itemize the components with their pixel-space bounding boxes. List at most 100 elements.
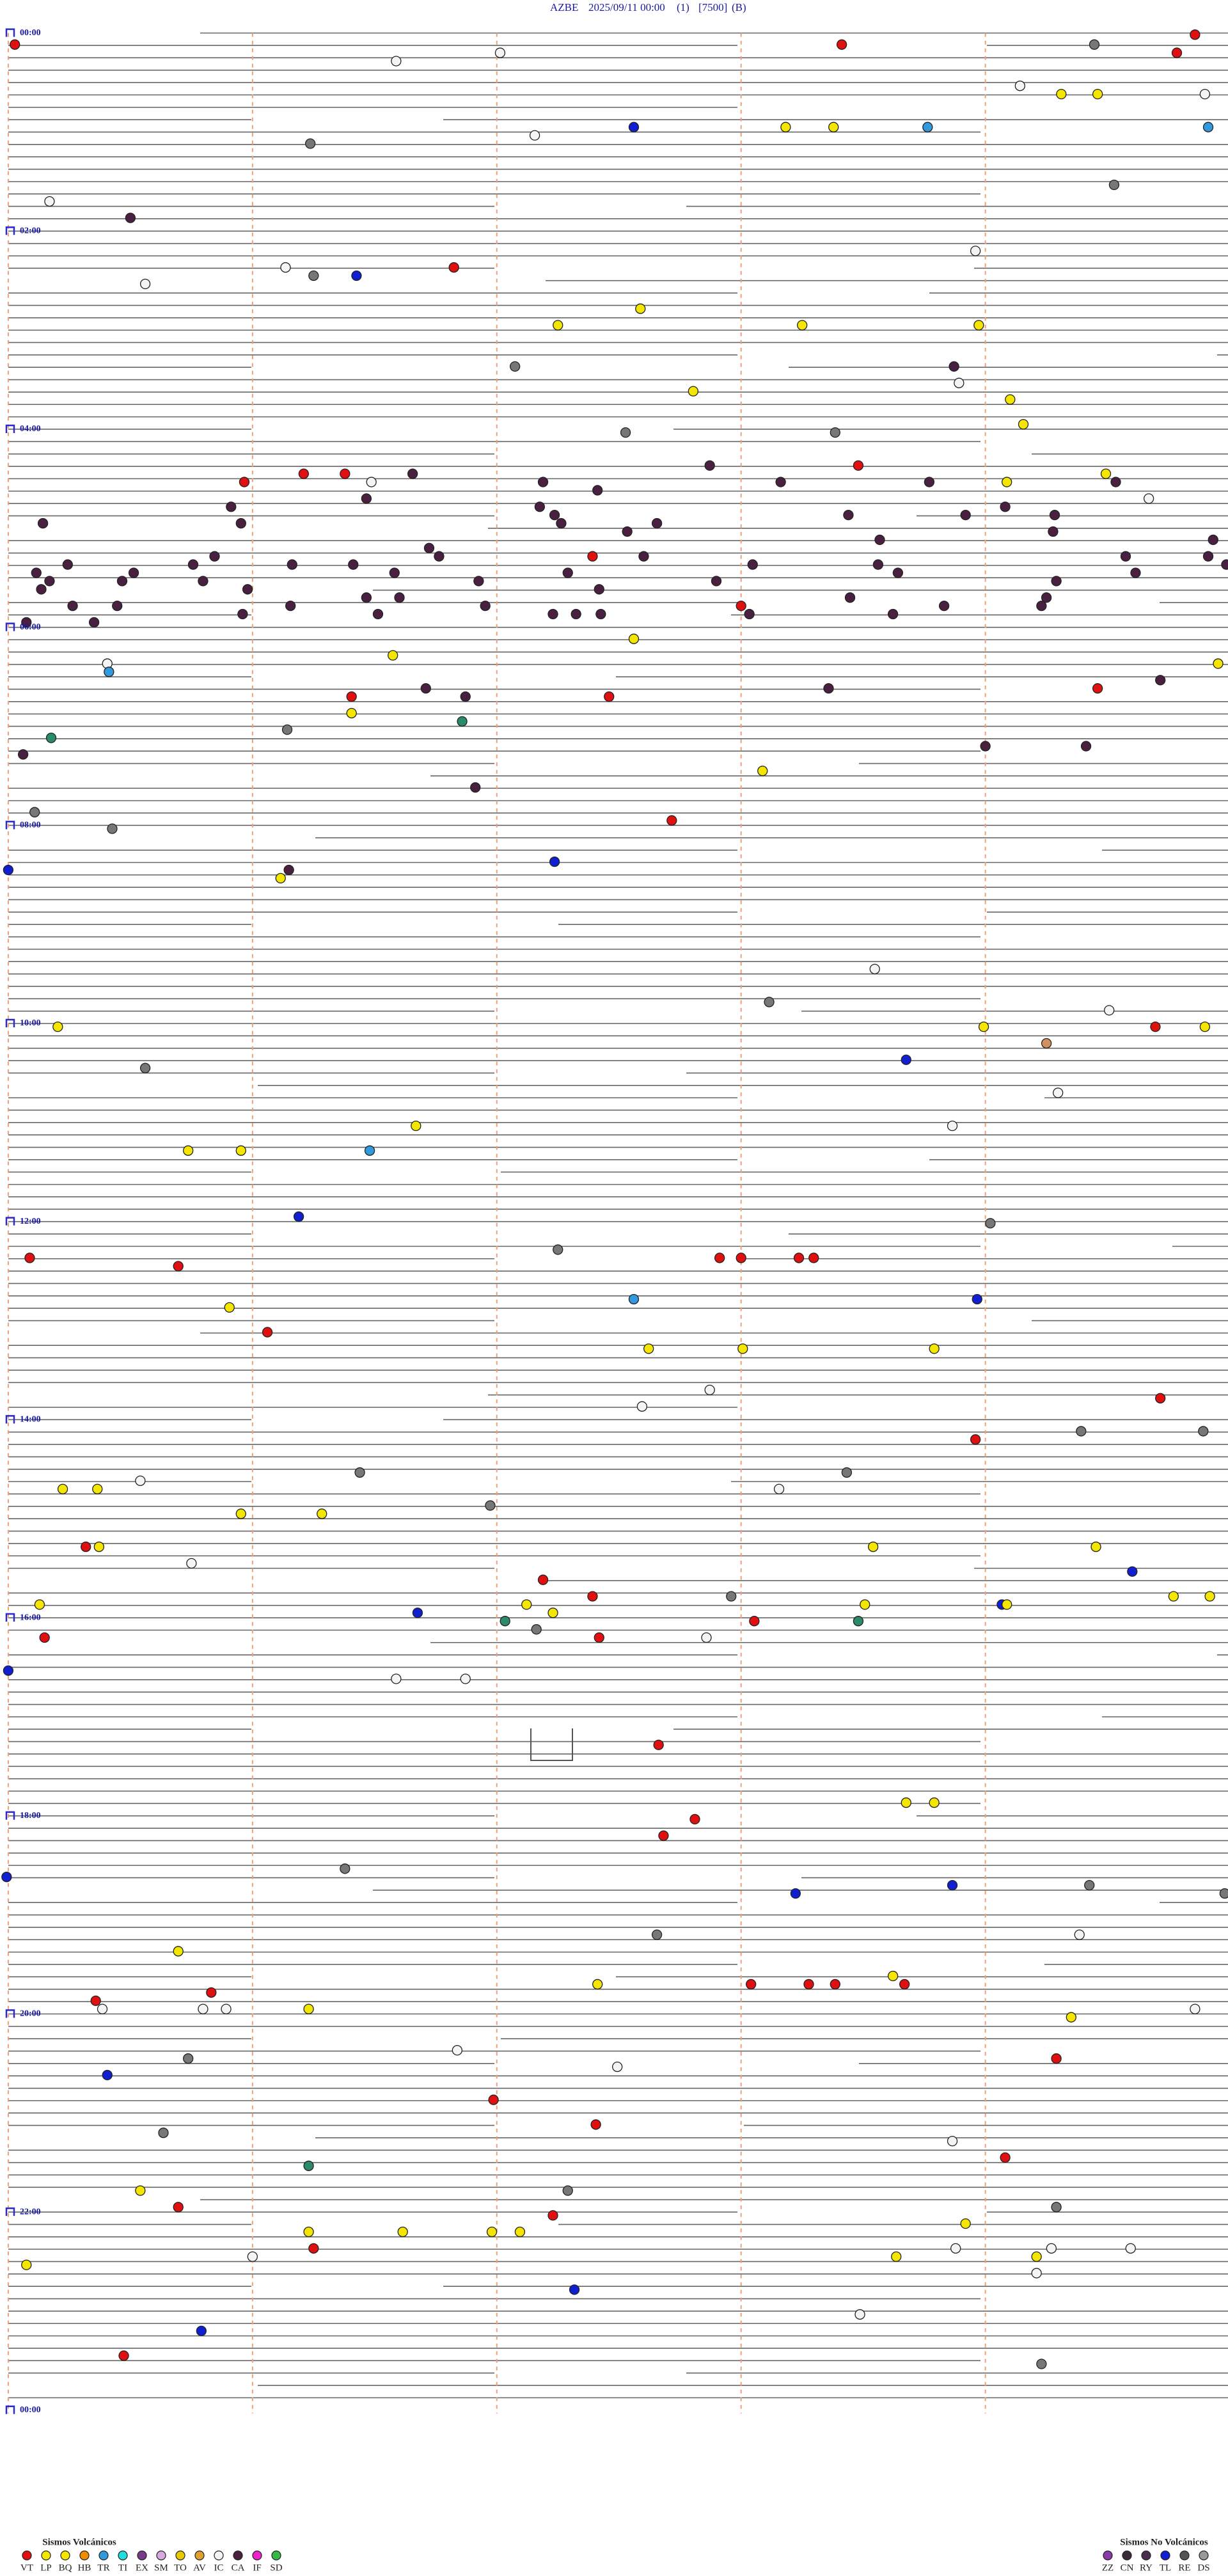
event-dot (1104, 1005, 1115, 1016)
event-dot (869, 963, 880, 974)
event-dot (638, 551, 649, 562)
mode: (B) (732, 1, 746, 13)
event-dot (21, 2259, 32, 2270)
event-dot (452, 2045, 462, 2056)
event-dot (1046, 2243, 1057, 2254)
event-dot (183, 1145, 194, 1156)
event-dot (985, 1218, 996, 1229)
event-dot (486, 2226, 498, 2238)
event-dot (62, 559, 73, 570)
event-dot (1150, 1022, 1161, 1032)
event-dot (3, 864, 14, 876)
event-dot (970, 1434, 981, 1445)
event-dot (34, 1599, 45, 1610)
event-dot (434, 551, 445, 562)
legend-swatch (79, 2550, 90, 2561)
event-dot (1014, 81, 1025, 91)
event-dot (239, 477, 250, 487)
hour-label: 00:00 (20, 28, 41, 38)
event-dot (224, 1302, 235, 1313)
event-dot (187, 559, 199, 570)
event-dot (235, 1508, 246, 1519)
event-dot (1000, 502, 1011, 512)
event-dot (281, 724, 293, 735)
hour-label: 18:00 (20, 1811, 41, 1821)
event-dot (116, 576, 128, 587)
event-dot (790, 1888, 801, 1899)
legend-code: SM (154, 2563, 168, 2573)
legend-code: DS (1197, 2563, 1209, 2573)
event-dot (1202, 551, 1214, 562)
hour-label: 06:00 (20, 622, 41, 632)
legend-code: VT (20, 2563, 33, 2573)
legend-code: TI (118, 2563, 127, 2573)
event-dot (594, 584, 604, 595)
event-dot (226, 502, 237, 512)
event-dot (1041, 1038, 1052, 1049)
legend-swatch (41, 2550, 51, 2561)
event-dot (736, 1252, 746, 1263)
event-dot (643, 1343, 654, 1354)
hour-label: 04:00 (20, 424, 41, 434)
scale: [7500] (698, 1, 727, 13)
event-dot (209, 551, 220, 562)
event-dot (947, 1120, 958, 1132)
channel: (1) (677, 1, 689, 13)
event-dot (37, 518, 49, 529)
event-dot (701, 1632, 712, 1643)
event-dot (293, 1211, 304, 1222)
event-dot (1084, 1879, 1095, 1891)
event-dot (247, 2251, 258, 2262)
event-dot (780, 122, 791, 132)
event-dot (411, 1120, 421, 1132)
event-dot (929, 1797, 940, 1808)
event-dot (854, 2309, 865, 2320)
event-dot (1051, 2053, 1062, 2064)
hour-marker (5, 622, 15, 631)
event-dot (510, 361, 521, 372)
event-dot (960, 2218, 971, 2229)
event-dot (635, 303, 646, 314)
event-dot (653, 1739, 664, 1750)
event-dot (488, 2094, 499, 2105)
event-dot (537, 477, 549, 487)
event-dot (1031, 2251, 1042, 2262)
event-dot (1080, 741, 1092, 752)
datetime: 2025/09/11 00:00 (588, 1, 665, 13)
event-dot (737, 1343, 748, 1354)
event-dot (651, 518, 663, 529)
event-dot (391, 56, 402, 67)
legend-code: TR (97, 2563, 109, 2573)
event-dot (744, 608, 755, 620)
event-dot (351, 270, 362, 281)
legend-code: TO (174, 2563, 187, 2573)
event-dot (366, 477, 377, 487)
event-dot (514, 2226, 526, 2238)
event-dot (547, 608, 558, 620)
event-dot (757, 766, 768, 777)
event-dot (81, 1541, 91, 1553)
hour-label: 16:00 (20, 1613, 41, 1622)
hour-marker (5, 2207, 15, 2216)
event-dot (1198, 1426, 1209, 1437)
event-dot (1143, 493, 1154, 504)
event-dot (372, 608, 384, 620)
event-dot (500, 1616, 510, 1627)
event-dot (797, 320, 808, 331)
event-dot (280, 262, 291, 273)
event-dot (460, 1673, 471, 1684)
event-dot (206, 1987, 217, 1998)
hour-label: 02:00 (20, 226, 41, 236)
event-dot (887, 608, 899, 620)
legend-swatch (60, 2550, 70, 2561)
event-dot (714, 1252, 725, 1263)
hour-label: 14:00 (20, 1415, 41, 1425)
hour-marker (5, 2405, 15, 2414)
event-dot (775, 477, 786, 487)
event-dot (711, 576, 722, 587)
event-dot (1221, 559, 1228, 570)
legend-code: AV (193, 2563, 206, 2573)
event-dot (562, 2185, 573, 2196)
